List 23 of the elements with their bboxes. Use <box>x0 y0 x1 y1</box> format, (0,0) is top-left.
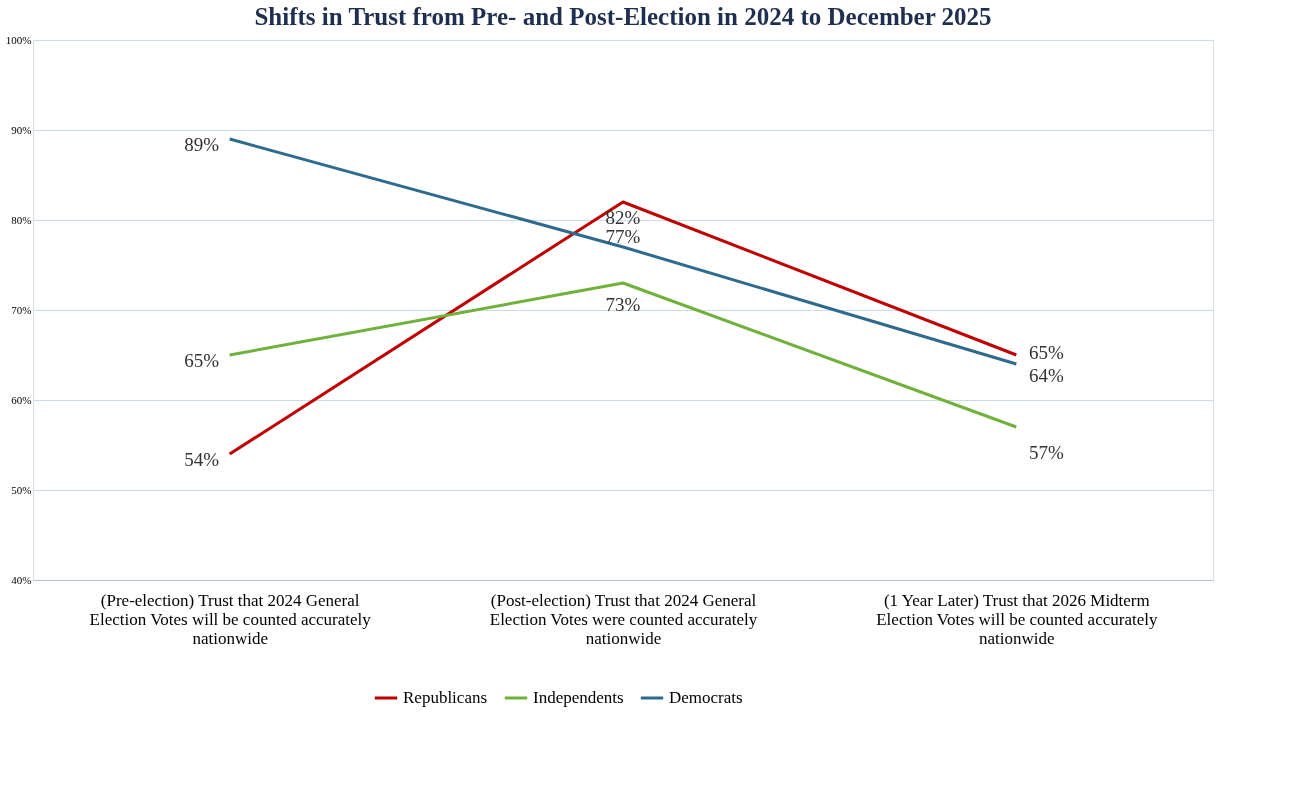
chart-title: Shifts in Trust from Pre- and Post-Election in 2024 to December 2025 <box>254 3 992 30</box>
x-tick-label: (Pre-election) Trust that 2024 General Election Votes will be counted accurately nationwide <box>89 590 372 648</box>
y-tick-label: 90% <box>11 123 32 136</box>
y-tick-label: 80% <box>11 213 32 226</box>
data-label: 73% <box>605 294 641 315</box>
data-label: 89% <box>184 134 220 155</box>
y-tick-label: 100% <box>5 33 32 46</box>
data-label: 64% <box>1028 365 1064 386</box>
legend-label: Republicans <box>403 688 488 707</box>
x-tick-label: (Post-election) Trust that 2024 General Election Votes were counted accurately nationwide <box>489 590 758 648</box>
data-label: 82% <box>605 207 641 228</box>
data-label: 77% <box>605 226 641 247</box>
data-label: 65% <box>184 350 220 371</box>
x-tick-label: (1 Year Later) Trust that 2026 Midterm Election Votes will be counted accurately nationwide <box>876 590 1158 648</box>
y-tick-label: 60% <box>11 393 32 406</box>
legend-label: Democrats <box>669 688 743 707</box>
y-tick-label: 40% <box>11 573 32 586</box>
data-label: 65% <box>1028 342 1064 363</box>
legend-label: Independents <box>533 688 624 707</box>
data-label: 54% <box>184 449 220 470</box>
y-tick-label: 70% <box>11 303 32 316</box>
data-label: 57% <box>1028 442 1064 463</box>
y-tick-label: 50% <box>11 483 32 496</box>
